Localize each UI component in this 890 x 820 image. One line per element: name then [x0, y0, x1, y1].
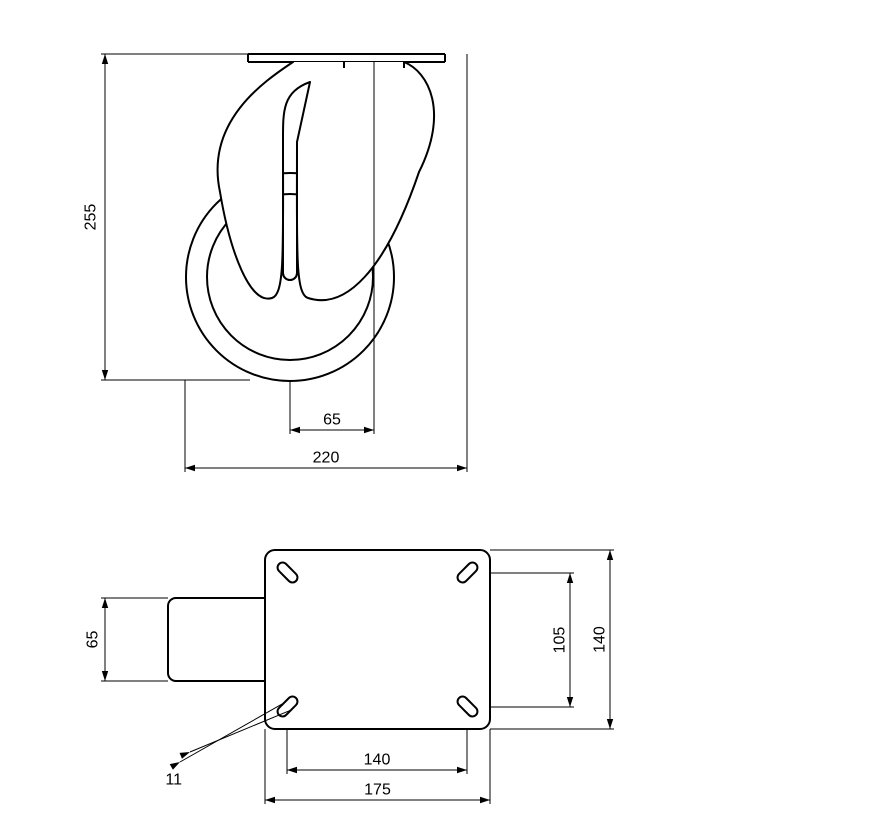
dim-11-label: 11 — [165, 772, 182, 789]
plate-view — [168, 550, 490, 729]
dim-65-stub — [101, 598, 168, 681]
dim-175-label: 175 — [364, 782, 391, 799]
dim-65-stub-label: 65 — [85, 631, 102, 649]
dim-11 — [170, 703, 291, 770]
dim-105-label: 105 — [552, 627, 569, 654]
dim-140h-label: 140 — [592, 626, 609, 653]
dim-220-label: 220 — [313, 450, 340, 467]
dim-255-label: 255 — [83, 204, 100, 231]
dim-140w-label: 140 — [364, 752, 391, 769]
side-view — [186, 54, 445, 381]
dim-65-offset-label: 65 — [323, 412, 341, 429]
technical-drawing: 255 65 220 175 140 140 105 65 11 — [0, 0, 890, 820]
